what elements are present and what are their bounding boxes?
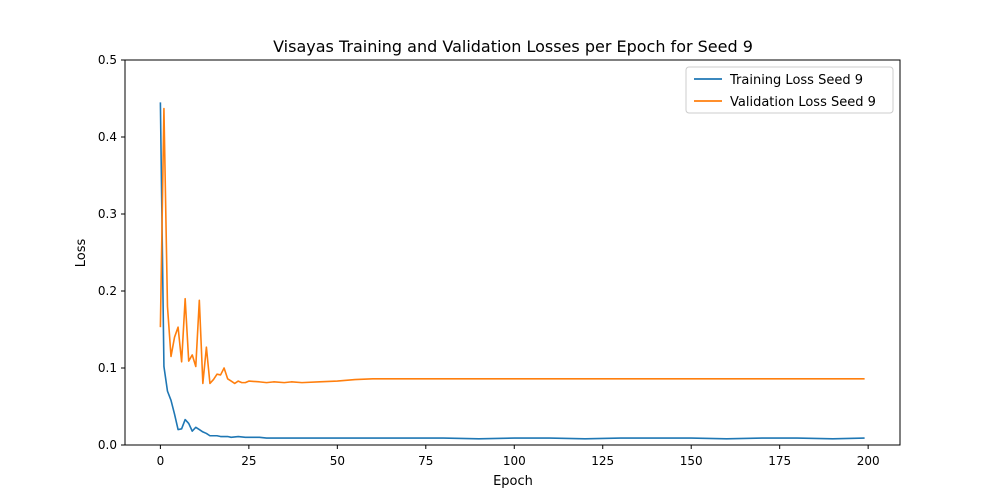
x-tick-label: 125 [591, 454, 614, 468]
x-tick-label: 150 [680, 454, 703, 468]
x-tick-label: 0 [157, 454, 165, 468]
chart-title: Visayas Training and Validation Losses p… [273, 37, 753, 56]
y-axis: 0.0 0.1 0.2 0.3 0.4 0.5 [98, 53, 125, 452]
legend-label: Training Loss Seed 9 [729, 73, 863, 88]
x-tick-label: 50 [330, 454, 345, 468]
x-tick-label: 75 [418, 454, 433, 468]
y-tick-label: 0.5 [98, 53, 117, 67]
legend-label: Validation Loss Seed 9 [730, 95, 876, 110]
plot-frame [124, 59, 901, 446]
x-axis: 0 25 50 75 100 125 150 175 200 [157, 445, 880, 468]
x-tick-label: 25 [241, 454, 256, 468]
plot-area [124, 59, 901, 446]
x-tick-label: 175 [768, 454, 791, 468]
y-tick-label: 0.0 [98, 438, 117, 452]
y-tick-label: 0.4 [98, 130, 117, 144]
series-line-validation [159, 107, 865, 385]
legend: Training Loss Seed 9 Validation Loss Seed… [685, 66, 894, 114]
x-tick-label: 200 [857, 454, 880, 468]
y-tick-label: 0.3 [98, 207, 117, 221]
x-axis-label: Epoch [493, 474, 533, 489]
legend-box [685, 66, 894, 114]
y-tick-label: 0.2 [98, 284, 117, 298]
y-tick-label: 0.1 [98, 361, 117, 375]
series-line-training [159, 102, 865, 440]
x-tick-label: 100 [503, 454, 526, 468]
y-axis-label: Loss [74, 239, 89, 268]
